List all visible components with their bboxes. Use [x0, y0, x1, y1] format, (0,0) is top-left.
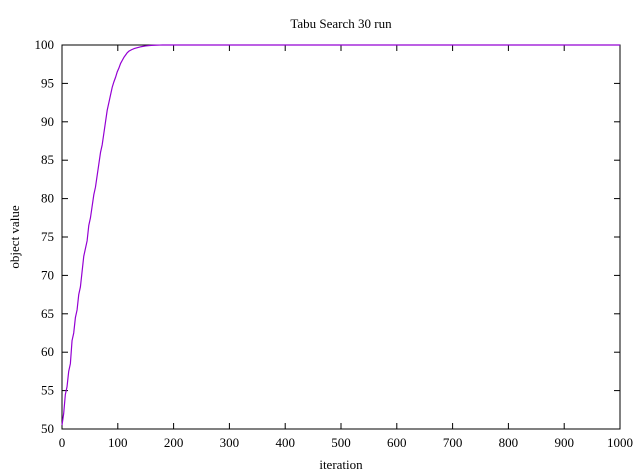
y-axis-label: object value	[7, 205, 22, 268]
x-axis-label: iteration	[319, 457, 363, 472]
x-tick-label: 300	[220, 435, 240, 450]
y-tick-label: 70	[41, 267, 54, 282]
x-tick-label: 400	[275, 435, 295, 450]
x-tick-labels: 0 100 200 300 400 500 600 700 800 900 1000	[59, 435, 633, 450]
x-tick-label: 100	[108, 435, 128, 450]
axis-ticks	[61, 44, 621, 430]
x-tick-label: 700	[443, 435, 463, 450]
y-tick-label: 100	[35, 37, 55, 52]
x-tick-label: 900	[554, 435, 574, 450]
x-tick-label: 1000	[607, 435, 633, 450]
x-tick-label: 200	[164, 435, 184, 450]
y-tick-label: 55	[41, 383, 54, 398]
x-tick-label: 0	[59, 435, 66, 450]
chart-title: Tabu Search 30 run	[290, 16, 392, 31]
x-tick-label: 600	[387, 435, 407, 450]
y-tick-label: 65	[41, 306, 54, 321]
y-tick-label: 90	[41, 114, 54, 129]
y-tick-label: 50	[41, 421, 54, 436]
y-tick-label: 95	[41, 75, 54, 90]
y-tick-label: 80	[41, 191, 54, 206]
x-tick-label: 800	[499, 435, 519, 450]
plot-area-frame	[61, 44, 621, 430]
y-tick-labels: 50 55 60 65 70 75 80 85 90 95 100	[35, 37, 55, 436]
x-tick-label: 500	[331, 435, 351, 450]
y-tick-label: 85	[41, 152, 54, 167]
series-line	[61, 44, 620, 426]
y-tick-label: 75	[41, 229, 54, 244]
y-tick-label: 60	[41, 344, 54, 359]
